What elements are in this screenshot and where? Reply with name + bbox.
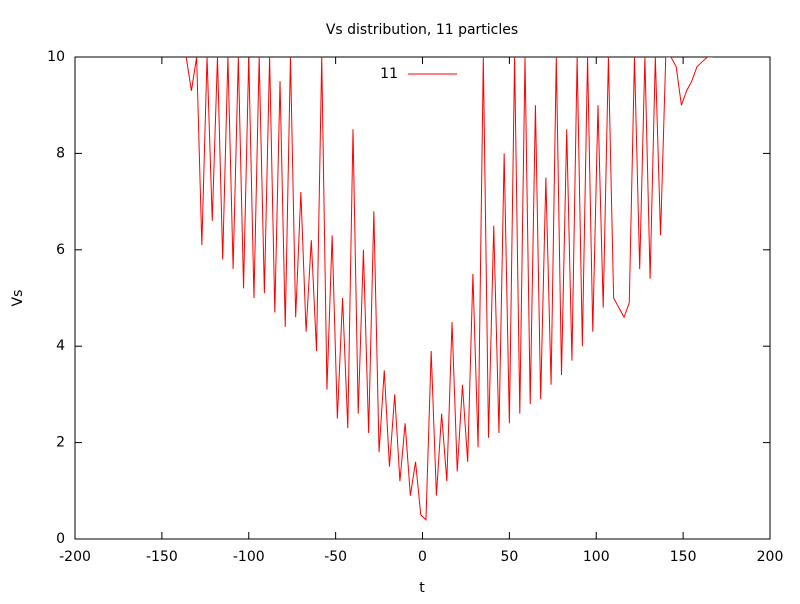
chart-title: Vs distribution, 11 particles [326, 22, 518, 38]
y-tick-label: 2 [56, 435, 65, 451]
y-tick-label: 6 [56, 242, 65, 258]
x-tick-label: 150 [670, 549, 697, 565]
y-tick-label: 10 [47, 49, 65, 65]
x-tick-label: -200 [59, 549, 91, 565]
legend-label: 11 [380, 66, 398, 82]
y-axis-label: Vs [10, 290, 26, 307]
y-tick-label: 0 [56, 531, 65, 547]
y-tick-label: 8 [56, 145, 65, 161]
y-tick-label: 4 [56, 338, 65, 354]
data-line [185, 57, 713, 521]
plot-frame [74, 56, 771, 540]
x-tick-label: -50 [324, 549, 347, 565]
x-tick-label: -100 [233, 549, 265, 565]
x-tick-label: 100 [583, 549, 610, 565]
x-tick-label: -150 [146, 549, 178, 565]
x-tick-label: 50 [500, 549, 518, 565]
x-tick-label: 0 [418, 549, 427, 565]
x-axis-label: t [419, 580, 425, 596]
x-tick-label: 200 [757, 549, 784, 565]
